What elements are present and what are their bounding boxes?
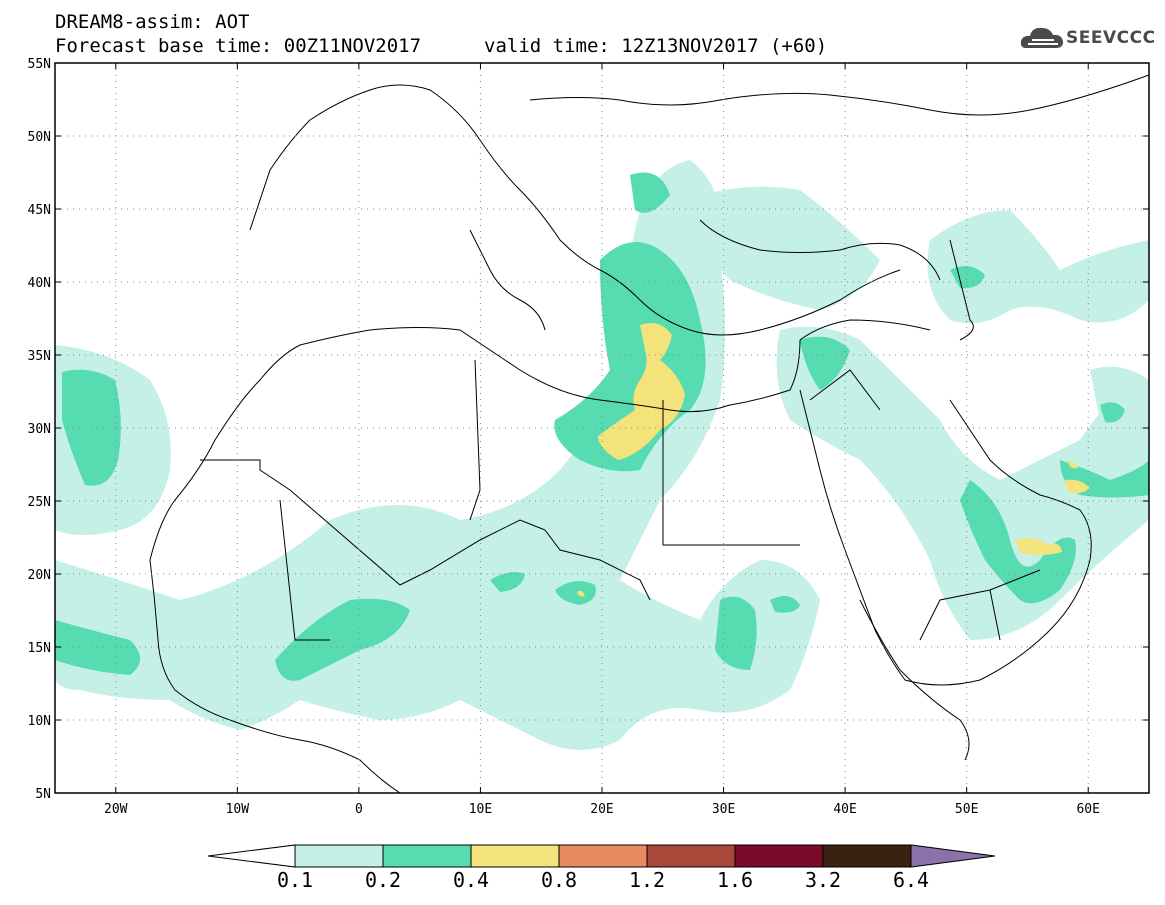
lat-tick-label: 45N — [28, 203, 51, 218]
map-title: DREAM8-assim: AOT — [55, 11, 250, 33]
lat-tick-label: 25N — [28, 495, 51, 510]
colorbar-label: 1.6 — [716, 868, 754, 892]
lon-tick-label: 60E — [1076, 802, 1099, 817]
colorbar-segment — [734, 844, 824, 868]
valid-time: valid time: 12Z13NOV2017 (+60) — [484, 35, 828, 57]
cloud-logo-icon — [1020, 27, 1063, 48]
lon-tick-label: 40E — [833, 802, 856, 817]
lon-tick-label: 30E — [712, 802, 735, 817]
lat-tick-label: 30N — [28, 422, 51, 437]
lat-labels: 5N 10N 15N 20N 25N 30N 35N 40N 45N 50N 55N — [28, 57, 51, 802]
lon-tick-label: 10E — [469, 802, 492, 817]
lat-tick-label: 10N — [28, 714, 51, 729]
lat-tick-label: 15N — [28, 641, 51, 656]
colorbar-segment — [470, 844, 560, 868]
colorbar-segment — [382, 844, 472, 868]
lon-labels: 20W 10W 0 10E 20E 30E 40E 50E 60E — [104, 802, 1100, 817]
lat-tick-label: 50N — [28, 130, 51, 145]
lat-tick-label: 55N — [28, 57, 51, 72]
colorbar-segment — [294, 844, 384, 868]
colorbar-label: 1.2 — [628, 868, 666, 892]
lon-tick-label: 20E — [590, 802, 613, 817]
aot-field — [55, 160, 1149, 750]
colorbar-label: 0.4 — [452, 868, 490, 892]
lon-tick-label: 0 — [355, 802, 363, 817]
colorbar-label: 0.1 — [276, 868, 314, 892]
colorbar-segment — [558, 844, 648, 868]
colorbar-segment — [822, 844, 912, 868]
colorbar-label: 0.8 — [540, 868, 578, 892]
coastlines — [149, 74, 1149, 793]
colorbar-segment — [646, 844, 736, 868]
lon-tick-label: 20W — [104, 802, 128, 817]
colorbar-label: 3.2 — [804, 868, 842, 892]
lat-tick-label: 35N — [28, 349, 51, 364]
axis-ticks — [55, 62, 1149, 794]
forecast-base-time: Forecast base time: 00Z11NOV2017 — [55, 35, 422, 57]
lat-tick-label: 5N — [35, 787, 51, 802]
colorbar-label: 6.4 — [892, 868, 930, 892]
colorbar-label: 0.2 — [364, 868, 402, 892]
logo-text: SEEVCCC — [1066, 28, 1156, 48]
grid-lines — [55, 63, 1149, 793]
lon-tick-label: 50E — [955, 802, 978, 817]
colorbar — [207, 844, 996, 868]
colorbar-right-arrow — [910, 844, 996, 868]
colorbar-left-arrow — [207, 844, 296, 868]
lat-tick-label: 20N — [28, 568, 51, 583]
lon-tick-label: 10W — [226, 802, 250, 817]
lat-tick-label: 40N — [28, 276, 51, 291]
